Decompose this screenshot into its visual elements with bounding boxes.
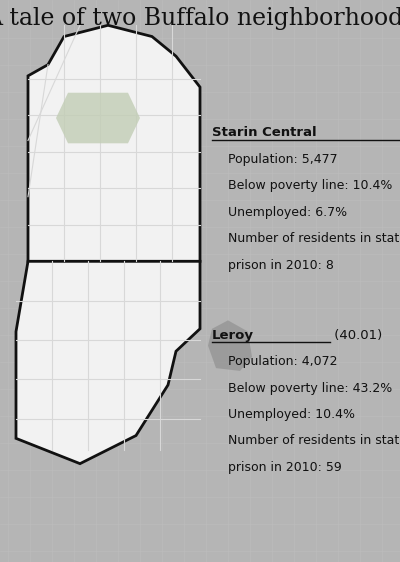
- Polygon shape: [16, 261, 200, 464]
- Text: A tale of two Buffalo neighborhoods: A tale of two Buffalo neighborhoods: [0, 7, 400, 30]
- Text: Starin Central: Starin Central: [212, 126, 317, 139]
- Text: Below poverty line: 10.4%: Below poverty line: 10.4%: [228, 179, 392, 192]
- Text: Number of residents in state: Number of residents in state: [228, 434, 400, 447]
- Text: Population: 4,072: Population: 4,072: [228, 355, 338, 368]
- Polygon shape: [56, 93, 140, 143]
- Text: Leroy: Leroy: [212, 329, 254, 342]
- Text: Unemployed: 10.4%: Unemployed: 10.4%: [228, 408, 355, 421]
- Text: (40.01): (40.01): [330, 329, 382, 342]
- Text: Population: 5,477: Population: 5,477: [228, 153, 338, 166]
- Polygon shape: [208, 320, 252, 371]
- Text: prison in 2010: 8: prison in 2010: 8: [228, 259, 334, 271]
- Text: Number of residents in state: Number of residents in state: [228, 232, 400, 245]
- Text: prison in 2010: 59: prison in 2010: 59: [228, 461, 342, 474]
- Polygon shape: [28, 25, 200, 261]
- Text: Unemployed: 6.7%: Unemployed: 6.7%: [228, 206, 347, 219]
- Text: Below poverty line: 43.2%: Below poverty line: 43.2%: [228, 382, 392, 395]
